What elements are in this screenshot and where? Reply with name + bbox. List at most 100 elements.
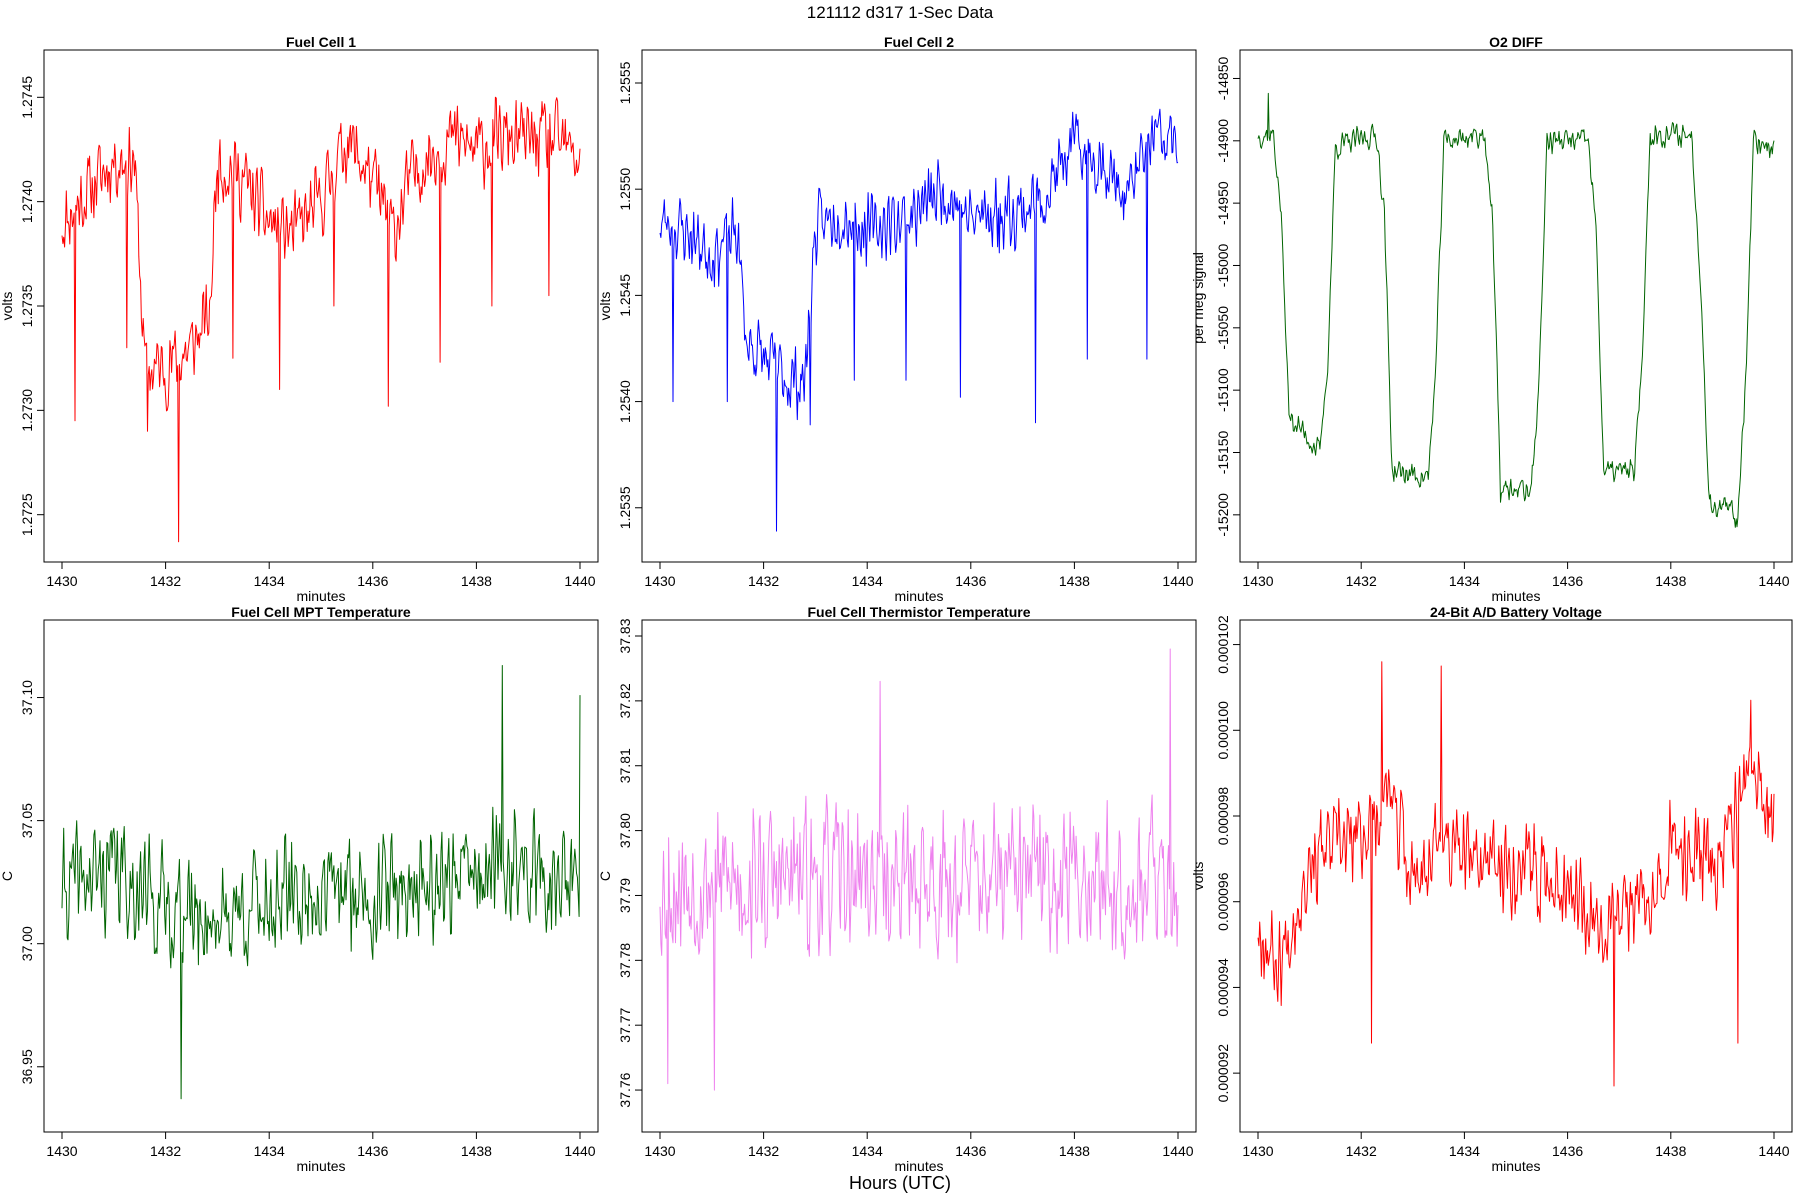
x-tick-label: 1440 <box>564 573 595 589</box>
y-axis-label: volts <box>0 292 15 321</box>
plot-frame <box>641 49 1197 563</box>
x-tick-label: 1430 <box>46 1143 77 1159</box>
x-tick-label: 1432 <box>1346 573 1377 589</box>
panel-1: Fuel Cell 1 1430 1432 1434 1436 1438 1440 minut… <box>0 34 599 604</box>
panel-title: Fuel Cell MPT Temperature <box>231 604 411 620</box>
y-tick-label: 0.000098 <box>1215 787 1231 846</box>
y-tick-label: 37.78 <box>617 943 633 978</box>
x-tick-label: 1434 <box>1449 573 1480 589</box>
x-tick-label: 1438 <box>1655 1143 1686 1159</box>
y-tick-label: 37.82 <box>617 683 633 718</box>
x-tick-label: 1438 <box>461 573 492 589</box>
x-tick-label: 1430 <box>1242 573 1273 589</box>
series-line <box>61 665 581 1100</box>
x-tick-label: 1430 <box>644 573 675 589</box>
y-tick-label: 1.2540 <box>617 380 633 423</box>
y-axis-label: per meg signal <box>1190 252 1206 344</box>
x-tick-label: 1432 <box>150 1143 181 1159</box>
x-tick-label: 1440 <box>1162 1143 1193 1159</box>
x-tick-label: 1436 <box>1552 573 1583 589</box>
series-line <box>61 96 581 543</box>
y-axis-label: C <box>0 871 15 881</box>
x-axis-label: minutes <box>894 1158 943 1174</box>
x-tick-label: 1436 <box>357 573 388 589</box>
x-tick-label: 1440 <box>1758 1143 1789 1159</box>
x-tick-label: 1432 <box>748 573 779 589</box>
series-line <box>659 648 1179 1091</box>
y-tick-label: -15050 <box>1215 306 1231 350</box>
y-axis-label: volts <box>597 292 613 321</box>
panel-3: O2 DIFF 1430 1432 1434 1436 1438 1440 minutes -1… <box>1190 34 1793 604</box>
plot-frame <box>1239 619 1793 1133</box>
x-tick-label: 1436 <box>357 1143 388 1159</box>
plot-frame <box>43 619 599 1133</box>
x-tick-label: 1438 <box>1059 573 1090 589</box>
series-line <box>1257 92 1775 528</box>
x-tick-label: 1432 <box>150 573 181 589</box>
x-tick-label: 1440 <box>1758 573 1789 589</box>
y-tick-label: 36.95 <box>19 1049 35 1084</box>
y-tick-label: 1.2545 <box>617 274 633 317</box>
y-tick-label: 37.80 <box>617 813 633 848</box>
x-tick-label: 1430 <box>644 1143 675 1159</box>
panel-title: Fuel Cell 1 <box>286 34 356 50</box>
plot-frame <box>1239 49 1793 563</box>
y-tick-label: 37.83 <box>617 618 633 653</box>
x-axis-label: minutes <box>296 588 345 604</box>
panel-title: O2 DIFF <box>1489 34 1543 50</box>
y-tick-label: 37.76 <box>617 1072 633 1107</box>
x-tick-label: 1438 <box>1059 1143 1090 1159</box>
y-tick-label: 0.000094 <box>1215 958 1231 1017</box>
y-tick-label: -14900 <box>1215 119 1231 163</box>
panel-6: 24-Bit A/D Battery Voltage 1430 1432 1434 14… <box>1190 604 1793 1174</box>
x-tick-label: 1436 <box>955 1143 986 1159</box>
panel-title: Fuel Cell Thermistor Temperature <box>807 604 1030 620</box>
x-tick-label: 1434 <box>1449 1143 1480 1159</box>
y-tick-label: -15200 <box>1215 493 1231 537</box>
x-tick-label: 1434 <box>254 1143 285 1159</box>
figure-title: 121112 d317 1-Sec Data <box>807 3 994 22</box>
y-tick-label: -15100 <box>1215 368 1231 412</box>
series-line <box>659 108 1179 532</box>
x-tick-label: 1430 <box>1242 1143 1273 1159</box>
y-tick-label: 37.10 <box>19 680 35 715</box>
x-tick-label: 1438 <box>1655 573 1686 589</box>
y-tick-label: 1.2550 <box>617 168 633 211</box>
x-tick-label: 1434 <box>852 1143 883 1159</box>
x-tick-label: 1430 <box>46 573 77 589</box>
y-tick-label: 37.05 <box>19 803 35 838</box>
y-tick-label: 37.79 <box>617 878 633 913</box>
y-tick-label: -15000 <box>1215 243 1231 287</box>
y-tick-label: -14950 <box>1215 181 1231 225</box>
x-axis-label: minutes <box>1491 588 1540 604</box>
y-tick-label: 1.2725 <box>19 493 35 536</box>
plot-frame <box>641 619 1197 1133</box>
panel-title: 24-Bit A/D Battery Voltage <box>1430 604 1602 620</box>
y-tick-label: 0.000102 <box>1215 615 1231 674</box>
y-tick-label: 37.00 <box>19 926 35 961</box>
x-tick-label: 1436 <box>1552 1143 1583 1159</box>
panel-title: Fuel Cell 2 <box>884 34 954 50</box>
x-tick-label: 1440 <box>1162 573 1193 589</box>
y-tick-label: -14850 <box>1215 56 1231 100</box>
x-axis-label: minutes <box>296 1158 345 1174</box>
y-tick-label: 37.81 <box>617 748 633 783</box>
y-tick-label: 0.000092 <box>1215 1044 1231 1103</box>
x-axis-label: minutes <box>1491 1158 1540 1174</box>
x-tick-label: 1436 <box>955 573 986 589</box>
y-tick-label: 1.2740 <box>19 180 35 223</box>
panel-2: Fuel Cell 2 1430 1432 1434 1436 1438 1440 minut… <box>597 34 1197 604</box>
x-tick-label: 1434 <box>852 573 883 589</box>
y-tick-label: 0.000100 <box>1215 701 1231 760</box>
x-tick-label: 1440 <box>564 1143 595 1159</box>
y-tick-label: 1.2535 <box>617 486 633 529</box>
y-axis-label: C <box>597 871 613 881</box>
x-tick-label: 1432 <box>748 1143 779 1159</box>
x-tick-label: 1432 <box>1346 1143 1377 1159</box>
x-axis-label: minutes <box>894 588 943 604</box>
y-tick-label: -15150 <box>1215 430 1231 474</box>
x-tick-label: 1434 <box>254 573 285 589</box>
figure-xlabel: Hours (UTC) <box>849 1173 951 1193</box>
y-tick-label: 37.77 <box>617 1007 633 1042</box>
